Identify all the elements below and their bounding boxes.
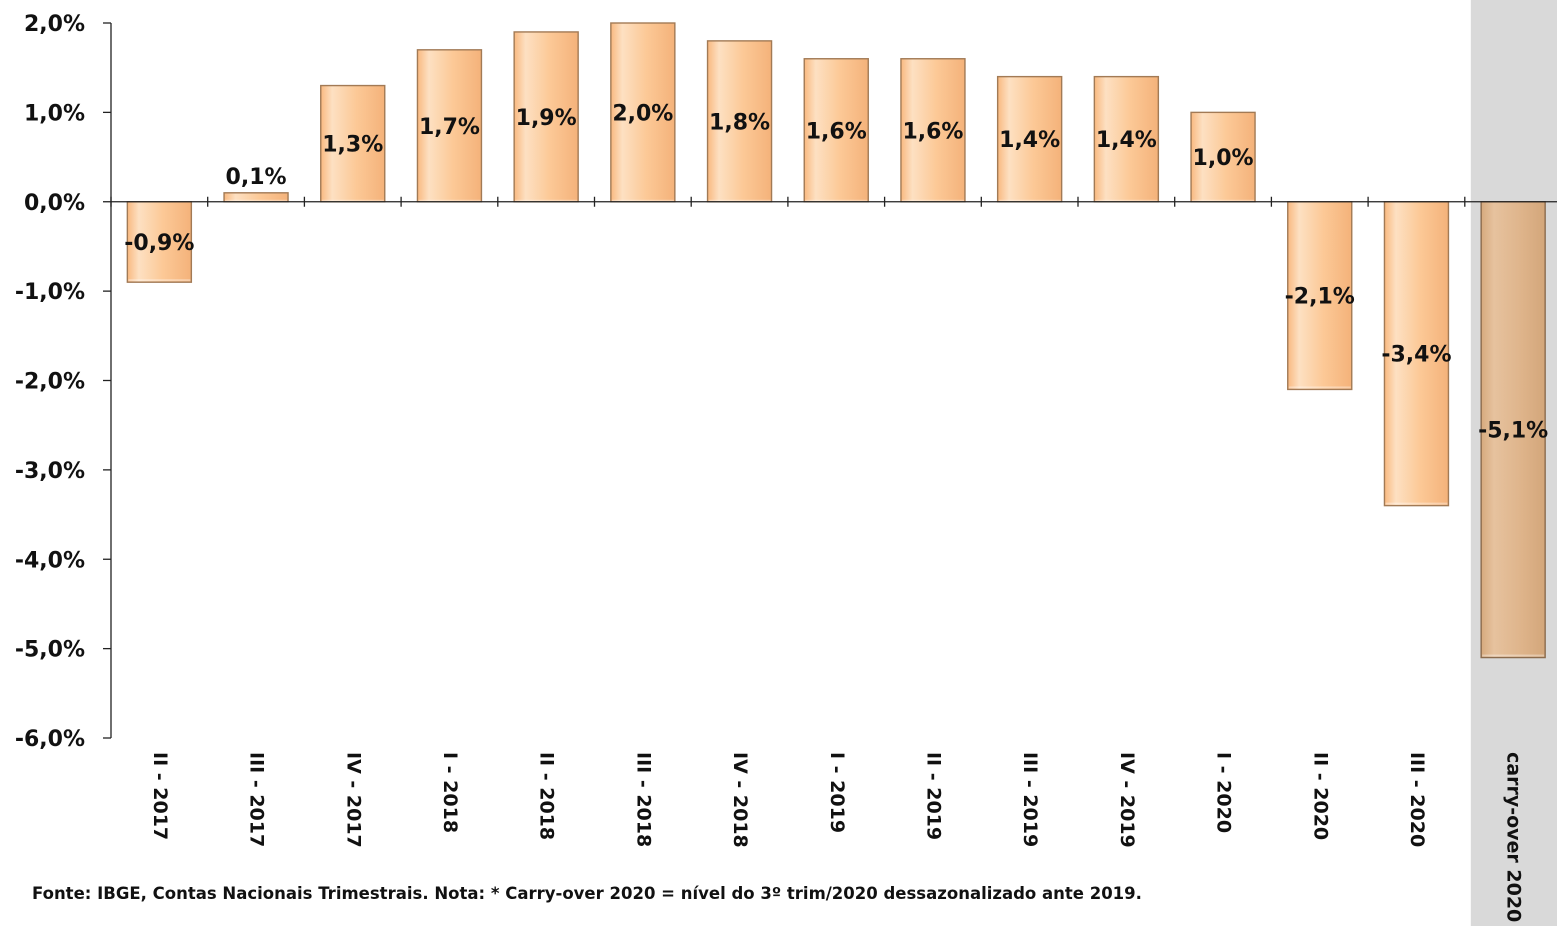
bar-highlight [1482,655,1544,657]
data-label: 1,9% [516,106,577,131]
category-label: IV - 2018 [729,752,751,848]
category-label: III - 2017 [246,752,268,847]
category-label: IV - 2017 [342,752,364,848]
bar-highlight [128,279,190,281]
data-label: 1,7% [419,115,480,140]
y-tick-label: 0,0% [24,191,85,216]
category-label: carry-over 2020 [1503,752,1525,922]
category-label: III - 2018 [632,752,654,847]
data-label: 1,8% [709,110,770,135]
data-label: -2,1% [1285,285,1355,310]
data-label: -5,1% [1478,419,1548,444]
bar-highlight [1385,503,1447,505]
data-label: -0,9% [124,231,194,256]
data-label: 1,6% [806,119,867,144]
data-label: 1,4% [1096,128,1157,153]
data-label: 2,0% [612,101,673,126]
category-label: II - 2018 [536,752,558,840]
category-label: II - 2017 [149,752,171,840]
footnote: Fonte: IBGE, Contas Nacionais Trimestrai… [32,884,1142,903]
category-label: IV - 2019 [1116,752,1138,848]
y-tick-label: 2,0% [24,12,85,37]
bar-highlight [1289,386,1351,388]
y-axis: 2,0% 1,0% 0,0% -1,0% -2,0% -3,0% -4,0% -5,0% -6,… [15,12,111,752]
category-label: II - 2020 [1309,752,1331,840]
y-tick-label: -2,0% [15,370,85,395]
y-tick-label: -5,0% [15,638,85,663]
data-label: -3,4% [1381,343,1451,368]
category-label: III - 2019 [1019,752,1041,847]
category-label: III - 2020 [1406,752,1428,847]
category-label: II - 2019 [922,752,944,840]
bars [127,23,1545,658]
y-tick-label: -4,0% [15,548,85,573]
data-label: 1,0% [1193,146,1254,171]
data-label: 1,4% [999,128,1060,153]
category-label: I - 2020 [1213,752,1235,833]
data-label: 0,1% [226,165,287,190]
y-tick-label: -3,0% [15,459,85,484]
y-tick-label: -1,0% [15,280,85,305]
data-label: 1,3% [322,133,383,158]
data-label: 1,6% [902,119,963,144]
y-tick-label: 1,0% [24,101,85,126]
category-label: I - 2019 [826,752,848,833]
y-tick-label: -6,0% [15,727,85,752]
category-label: I - 2018 [439,752,461,833]
